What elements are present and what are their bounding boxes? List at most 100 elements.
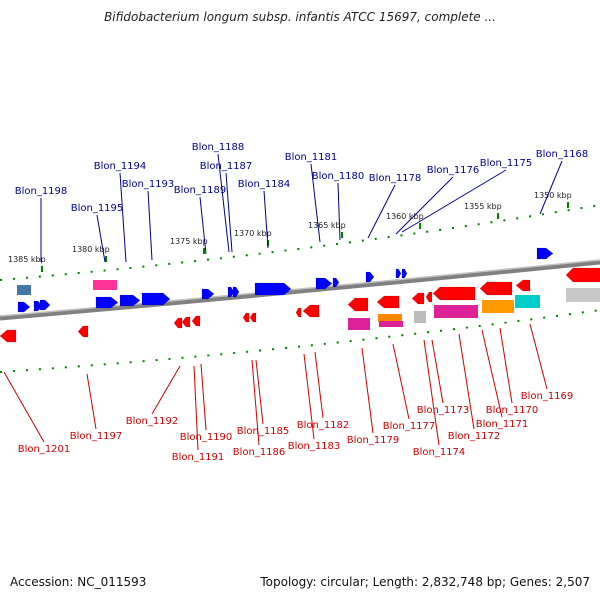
forward-gene-arrow: [401, 268, 408, 279]
label-leader-line: [263, 190, 269, 249]
gene-labels: Blon_1198Blon_1195Blon_1194Blon_1193Blon…: [15, 142, 589, 463]
genome-backbone: [0, 259, 600, 321]
label-leader-line: [458, 333, 475, 430]
gene-label: Blon_1194: [94, 161, 147, 172]
label-leader-line: [499, 327, 513, 404]
scale-tick-label: 1375 kbp: [170, 237, 208, 246]
reverse-gene-arrow: [432, 286, 476, 301]
gene-label: Blon_1170: [486, 405, 539, 416]
label-leader-line: [395, 176, 454, 235]
reverse-gene-arrow: [295, 307, 302, 318]
reverse-gene-arrow: [565, 267, 600, 283]
genome-backbone-highlight: [0, 259, 600, 317]
gene-label: Blon_1197: [70, 431, 123, 442]
reverse-gene-arrow: [242, 312, 250, 323]
reverse-gene-arrow: [376, 295, 400, 309]
label-leader-line: [217, 153, 230, 253]
label-leader-line: [314, 351, 324, 419]
reverse-gene-arrow: [191, 315, 201, 327]
gene-label: Blon_1173: [417, 405, 470, 416]
gene-label: Blon_1183: [288, 441, 341, 452]
reverse-gene-box: [348, 318, 370, 330]
forward-gene-arrow: [395, 268, 402, 279]
forward-gene-arrow: [201, 288, 215, 300]
forward-gene-arrow: [119, 294, 141, 307]
label-leader-line: [199, 196, 207, 255]
scale-tick-label: 1380 kbp: [72, 245, 110, 254]
reverse-gene-box: [434, 305, 478, 318]
lower-scale-arc: [0, 309, 600, 373]
forward-gene-arrow: [17, 301, 31, 313]
map-title: Bifidobacterium longum subsp. infantis A…: [104, 10, 496, 24]
scale-tick-label: 1365 kbp: [308, 221, 346, 230]
scale-tick-labels: 1385 kbp 1380 kbp 1375 kbp 1370 kbp 1365 kbp…: [8, 191, 572, 264]
gene-label: Blon_1186: [233, 447, 286, 458]
label-leader-line: [151, 365, 181, 415]
label-leader-line: [119, 172, 127, 263]
gene-label: Blon_1179: [347, 435, 400, 446]
forward-gene-arrow: [39, 299, 51, 311]
forward-gene-arrow: [536, 247, 554, 260]
forward-gene-box: [17, 285, 31, 295]
scale-tick-label: 1370 kbp: [234, 229, 272, 238]
gene-label: Blon_1182: [297, 420, 350, 431]
gene-label: Blon_1192: [126, 416, 179, 427]
reverse-gene-arrow: [173, 317, 183, 329]
gene-label: Blon_1177: [383, 421, 436, 432]
gene-label: Blon_1169: [521, 391, 574, 402]
gene-label: Blon_1175: [480, 158, 533, 169]
scale-tick-label: 1350 kbp: [534, 191, 572, 200]
label-leader-line: [251, 359, 260, 446]
gene-label: Blon_1171: [476, 419, 529, 430]
label-leader-line: [401, 169, 507, 233]
gene-features: [0, 247, 600, 343]
label-leader-line: [225, 172, 233, 253]
gene-label: Blon_1195: [71, 203, 124, 214]
reverse-gene-arrow: [77, 325, 89, 338]
reverse-gene-arrow: [425, 291, 433, 303]
topology-text: Topology: circular; Length: 2,832,748 bp…: [260, 575, 590, 589]
label-leader-line: [86, 373, 97, 430]
forward-gene-arrow: [141, 292, 171, 306]
gene-label: Blon_1172: [448, 431, 501, 442]
gene-label: Blon_1180: [312, 171, 365, 182]
label-leader-line: [337, 182, 341, 241]
label-leader-line: [303, 353, 315, 440]
reverse-gene-arrow: [479, 281, 513, 296]
label-leader-line: [392, 343, 410, 420]
scale-tick-label: 1385 kbp: [8, 255, 46, 264]
label-leader-line: [367, 184, 396, 239]
reverse-gene-arrow: [347, 297, 369, 312]
label-leader-line: [200, 363, 207, 431]
forward-gene-arrow: [365, 271, 375, 283]
reverse-gene-arrow: [411, 292, 425, 305]
reverse-gene-box: [566, 288, 600, 302]
gene-label: Blon_1176: [427, 165, 480, 176]
forward-gene-arrow: [232, 286, 240, 298]
reverse-gene-box: [515, 295, 540, 308]
label-leader-line: [147, 190, 153, 261]
reverse-gene-box: [378, 314, 402, 322]
gene-label: Blon_1174: [413, 447, 466, 458]
reverse-gene-box: [414, 311, 426, 323]
reverse-gene-arrow: [249, 312, 257, 323]
label-leader-line: [481, 329, 503, 418]
label-leader-line: [193, 365, 199, 451]
gene-label: Blon_1189: [174, 185, 227, 196]
reverse-gene-arrow: [302, 304, 320, 318]
gene-label: Blon_1187: [200, 161, 253, 172]
label-leader-line: [431, 339, 444, 404]
gene-label: Blon_1201: [18, 444, 71, 455]
label-leader-line: [96, 214, 106, 263]
gene-label: Blon_1191: [172, 452, 225, 463]
label-leader-line: [310, 163, 321, 243]
reverse-gene-arrow: [515, 279, 531, 292]
forward-gene-arrow: [95, 296, 119, 309]
gene-label: Blon_1190: [180, 432, 233, 443]
label-leader-line: [255, 359, 264, 425]
reverse-gene-arrow: [181, 316, 191, 328]
gene-label: Blon_1181: [285, 152, 338, 163]
label-leader-line: [3, 371, 45, 443]
forward-gene-box: [93, 280, 117, 290]
